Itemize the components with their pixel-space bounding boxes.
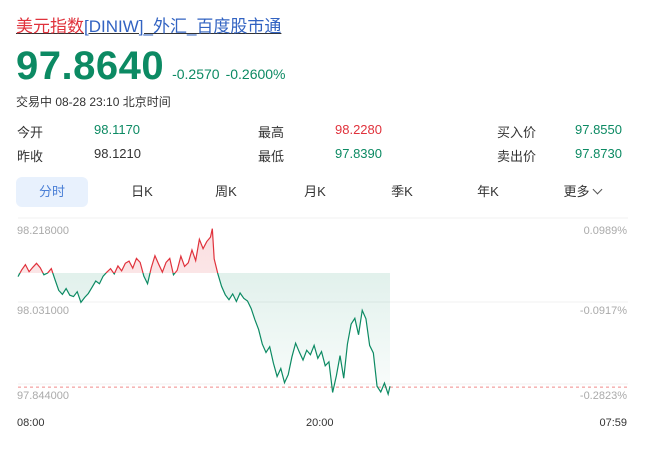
y-tick-label-bottom: 97.844000: [17, 390, 69, 402]
price-line-below: [17, 273, 391, 397]
price-change: -0.2570: [172, 66, 220, 82]
price-area-fill-red: [18, 228, 390, 274]
tab-day-k[interactable]: 日K: [112, 177, 172, 207]
quote-label-open: 今开: [17, 125, 44, 140]
pct-tick-label-bottom: -0.2823%: [579, 390, 627, 402]
tab-month-k[interactable]: 月K: [285, 177, 345, 207]
tab-label: 月K: [304, 184, 326, 199]
quote-label-low: 最低: [258, 149, 285, 164]
price-change-percent: -0.2600%: [225, 66, 286, 82]
pct-tick-label-mid: -0.0917%: [579, 305, 627, 317]
tab-label: 更多: [563, 184, 590, 199]
x-tick-label-start: 08:00: [17, 417, 45, 429]
quote-value-prev-close: 98.1210: [94, 146, 141, 161]
title-index-name[interactable]: 美元指数: [16, 17, 84, 36]
title-source[interactable]: [DINIW]_外汇_百度股市通: [84, 17, 282, 36]
price-row: 97.8640 -0.2570 -0.2600%: [16, 44, 286, 89]
price-line-above: [19, 228, 219, 274]
quote-value-bid: 97.8550: [575, 122, 622, 137]
price-area-fill-green: [18, 273, 390, 395]
tab-intraday[interactable]: 分时: [16, 177, 88, 207]
quote-label-ask: 卖出价: [497, 149, 537, 164]
quote-label-high: 最高: [258, 125, 285, 140]
pct-tick-label-top: 0.0989%: [583, 225, 627, 237]
trading-status: 交易中 08-28 23:10 北京时间: [16, 95, 171, 109]
current-price: 97.8640: [16, 44, 165, 88]
quote-label-bid: 买入价: [497, 125, 537, 140]
quote-label-prev-close: 昨收: [17, 149, 44, 164]
tab-week-k[interactable]: 周K: [196, 177, 256, 207]
chart-period-tabs: 分时 日K 周K 月K 季K 年K 更多: [16, 177, 631, 207]
tab-label: 日K: [131, 184, 153, 199]
tab-label: 季K: [391, 184, 413, 199]
page-title[interactable]: 美元指数[DINIW]_外汇_百度股市通: [16, 12, 281, 37]
tab-year-k[interactable]: 年K: [458, 177, 518, 207]
tab-label: 分时: [38, 184, 65, 199]
quote-value-high: 98.2280: [335, 122, 382, 137]
x-tick-label-end: 07:59: [599, 417, 627, 429]
quote-value-low: 97.8390: [335, 146, 382, 161]
quote-value-open: 98.1170: [94, 122, 141, 137]
tab-label: 周K: [215, 184, 237, 199]
y-tick-label-top: 98.218000: [17, 225, 69, 237]
x-tick-label-mid: 20:00: [306, 417, 334, 429]
tab-label: 年K: [477, 184, 499, 199]
y-tick-label-mid: 98.031000: [17, 305, 69, 317]
tab-quarter-k[interactable]: 季K: [372, 177, 432, 207]
tab-more[interactable]: 更多: [552, 177, 612, 207]
quote-value-ask: 97.8730: [575, 146, 622, 161]
